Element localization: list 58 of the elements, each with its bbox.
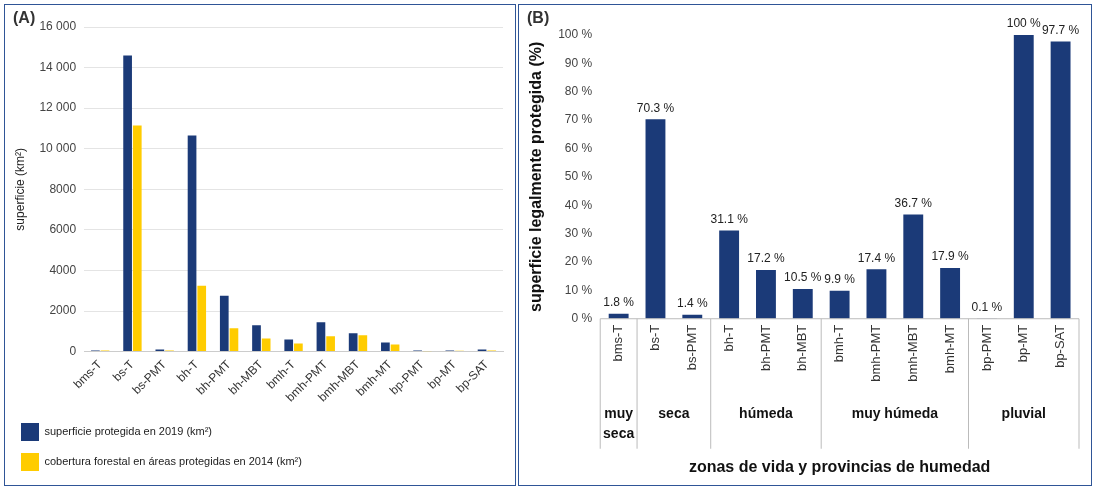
y-tick-label: 40 % xyxy=(564,197,593,212)
y-tick-label: 12 000 xyxy=(39,100,77,115)
y-tick-label: 90 % xyxy=(564,55,593,70)
text: muy seca xyxy=(603,404,635,441)
y-tick-label: 100 % xyxy=(558,27,593,42)
y-tick-label: 80 % xyxy=(564,84,593,99)
chart-title: (B) xyxy=(527,9,550,27)
y-tick-label: 4000 xyxy=(49,262,77,277)
y-tick-label: 10 % xyxy=(564,282,593,297)
text: muy húmeda xyxy=(851,404,939,421)
data-label: 100 % xyxy=(1006,16,1042,31)
y-tick-label: 60 % xyxy=(564,140,593,155)
y-tick-label: 30 % xyxy=(564,225,593,240)
chart-title: (A) xyxy=(13,9,36,27)
x-tick-label: bp-SAT xyxy=(1052,324,1068,368)
x-tick-label: bh-T xyxy=(720,324,736,352)
data-label: 1.8 % xyxy=(603,294,635,309)
x-tick-label: bh-PMT xyxy=(757,324,773,371)
y-tick-label: 14 000 xyxy=(39,59,77,74)
y-tick-label: 50 % xyxy=(564,169,593,184)
text: seca xyxy=(658,404,690,421)
data-label: 97.7 % xyxy=(1041,22,1080,37)
y-tick-label: 16 000 xyxy=(39,19,77,34)
y-tick-label: 6000 xyxy=(49,222,77,237)
x-tick-label: bh-MBT xyxy=(794,324,810,371)
y-axis-title: superficie legalmente protegida (%) xyxy=(527,41,545,313)
y-axis-title: superficie (km²) xyxy=(12,147,27,231)
text: pluvial xyxy=(1001,404,1046,421)
data-label: 17.4 % xyxy=(857,250,896,265)
x-tick-label: bmh-MT xyxy=(941,324,957,374)
x-tick-label: bmh-PMT xyxy=(868,324,884,382)
text: húmeda xyxy=(739,404,793,421)
x-tick-label: bmh-T xyxy=(831,324,847,363)
y-tick-label: 2000 xyxy=(49,303,77,318)
legend-label: superficie protegida en 2019 (km²) xyxy=(44,425,213,438)
data-label: 70.3 % xyxy=(636,100,675,115)
y-tick-label: 10 000 xyxy=(39,141,77,156)
x-tick-label: bs-PMT xyxy=(683,324,699,371)
legend-label: cobertura forestal en áreas protegidas en 2014 (km²) xyxy=(44,455,302,468)
data-label: 17.9 % xyxy=(931,249,970,264)
x-tick-label: bp-PMT xyxy=(978,324,994,371)
data-label: 0.1 % xyxy=(971,299,1003,314)
data-label: 36.7 % xyxy=(894,195,933,210)
data-label: 31.1 % xyxy=(710,211,749,226)
x-tick-label: bs-T xyxy=(647,324,663,351)
y-tick-label: 0 % xyxy=(571,311,593,326)
y-tick-label: 0 xyxy=(69,343,77,358)
y-tick-label: 70 % xyxy=(564,112,593,127)
x-axis-title: zonas de vida y provincias de humedad xyxy=(688,457,991,475)
x-tick-label: bms-T xyxy=(610,324,626,362)
data-label: 9.9 % xyxy=(824,271,856,286)
x-tick-label: bp-MT xyxy=(1015,324,1031,363)
y-tick-label: 8000 xyxy=(49,181,77,196)
y-tick-label: 20 % xyxy=(564,254,593,269)
data-label: 17.2 % xyxy=(747,251,785,266)
data-label: 1.4 % xyxy=(676,296,708,311)
data-label: 10.5 % xyxy=(784,270,822,285)
x-tick-label: bmh-MBT xyxy=(904,324,920,382)
